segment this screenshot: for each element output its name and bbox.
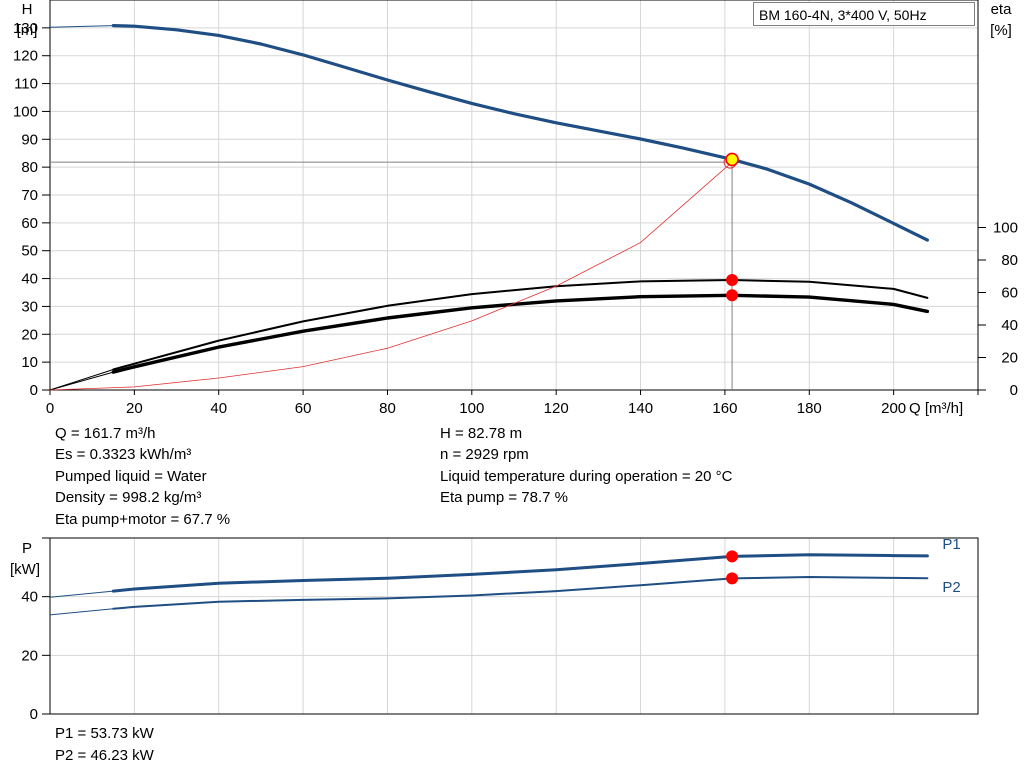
eta-curve — [112, 279, 929, 371]
p-y-tick-label: 0 — [30, 706, 38, 723]
x-tick-label: 40 — [210, 400, 227, 417]
model-label: BM 160-4N, 3*400 V, 50Hz — [753, 2, 975, 26]
eta-tick-label: 60 — [1001, 285, 1018, 302]
eta-tick-label: 100 — [993, 220, 1018, 237]
y-tick-label: 0 — [30, 382, 38, 399]
result-n: n = 2929 rpm — [440, 446, 529, 463]
p2-curve — [112, 575, 929, 610]
x-tick-label: 60 — [295, 400, 312, 417]
y-tick-label: 60 — [21, 215, 38, 232]
result-p1: P1 = 53.73 kW — [55, 725, 154, 742]
op-point-eta-pump — [726, 273, 739, 286]
x-tick-label: 140 — [628, 400, 653, 417]
p-axis-unit: [kW] — [10, 561, 40, 578]
result-liquid: Pumped liquid = Water — [55, 468, 207, 485]
x-tick-label: 160 — [712, 400, 737, 417]
p-y-tick-label: 40 — [21, 589, 38, 606]
op-point-h — [725, 152, 739, 167]
system-curve — [49, 161, 733, 391]
x-axis-label: Q [m³/h] — [909, 400, 963, 417]
result-eta-pump: Eta pump = 78.7 % — [440, 489, 568, 506]
eta-axis-label: eta — [991, 1, 1013, 18]
y-tick-label: 130 — [13, 20, 38, 37]
p1-curve — [111, 553, 929, 593]
series-label-p1: P1 — [942, 536, 960, 553]
p1-curve-extension — [49, 590, 114, 598]
p-plot-frame — [49, 537, 979, 715]
x-tick-label: 20 — [126, 400, 143, 417]
result-h: H = 82.78 m — [440, 425, 523, 442]
x-tick-label: 100 — [459, 400, 484, 417]
eta-tick-label: 20 — [1001, 350, 1018, 367]
y-tick-label: 50 — [21, 243, 38, 260]
y-tick-label: 10 — [21, 354, 38, 371]
y-tick-label: 120 — [13, 48, 38, 65]
eta-tick-label: 40 — [1001, 317, 1018, 334]
y-axis-unit: [m] — [17, 22, 38, 39]
result-eta-total: Eta pump+motor = 67.7 % — [55, 511, 231, 528]
y-tick-label: 40 — [21, 271, 38, 288]
p2-curve-extension — [49, 608, 114, 616]
x-tick-label: 120 — [544, 400, 569, 417]
y-tick-label: 80 — [21, 159, 38, 176]
y-tick-label: 100 — [13, 103, 38, 120]
result-density: Density = 998.2 kg/m³ — [55, 489, 202, 506]
x-tick-label: 80 — [379, 400, 396, 417]
x-tick-label: 0 — [46, 400, 54, 417]
x-tick-label: 180 — [797, 400, 822, 417]
y-tick-label: 90 — [21, 131, 38, 148]
result-q: Q = 161.7 m³/h — [55, 425, 156, 442]
h-curve — [111, 24, 929, 242]
x-tick-label: 200 — [881, 400, 906, 417]
result-p2: P2 = 46.23 kW — [55, 747, 154, 764]
eta-curve-extension — [49, 371, 114, 391]
y-axis-label: H — [22, 1, 33, 18]
op-point-p1 — [726, 550, 739, 563]
eta-axis-unit: [%] — [990, 22, 1012, 39]
op-point-p2 — [726, 572, 739, 585]
series-label-p2: P2 — [942, 579, 960, 596]
result-temp: Liquid temperature during operation = 20… — [440, 468, 733, 485]
y-tick-label: 30 — [21, 298, 38, 315]
eta-tick-label: 80 — [1001, 252, 1018, 269]
p-axis-label: P — [22, 540, 32, 557]
p-y-tick-label: 20 — [21, 647, 38, 664]
eta-curve — [111, 293, 930, 374]
result-es: Es = 0.3323 kWh/m³ — [55, 446, 192, 463]
y-tick-label: 70 — [21, 187, 38, 204]
eta-tick-label: 0 — [1010, 382, 1018, 399]
op-point-eta-total — [726, 289, 739, 302]
y-tick-label: 20 — [21, 326, 38, 343]
y-tick-label: 110 — [14, 76, 38, 93]
h-curve-extension — [49, 25, 114, 28]
